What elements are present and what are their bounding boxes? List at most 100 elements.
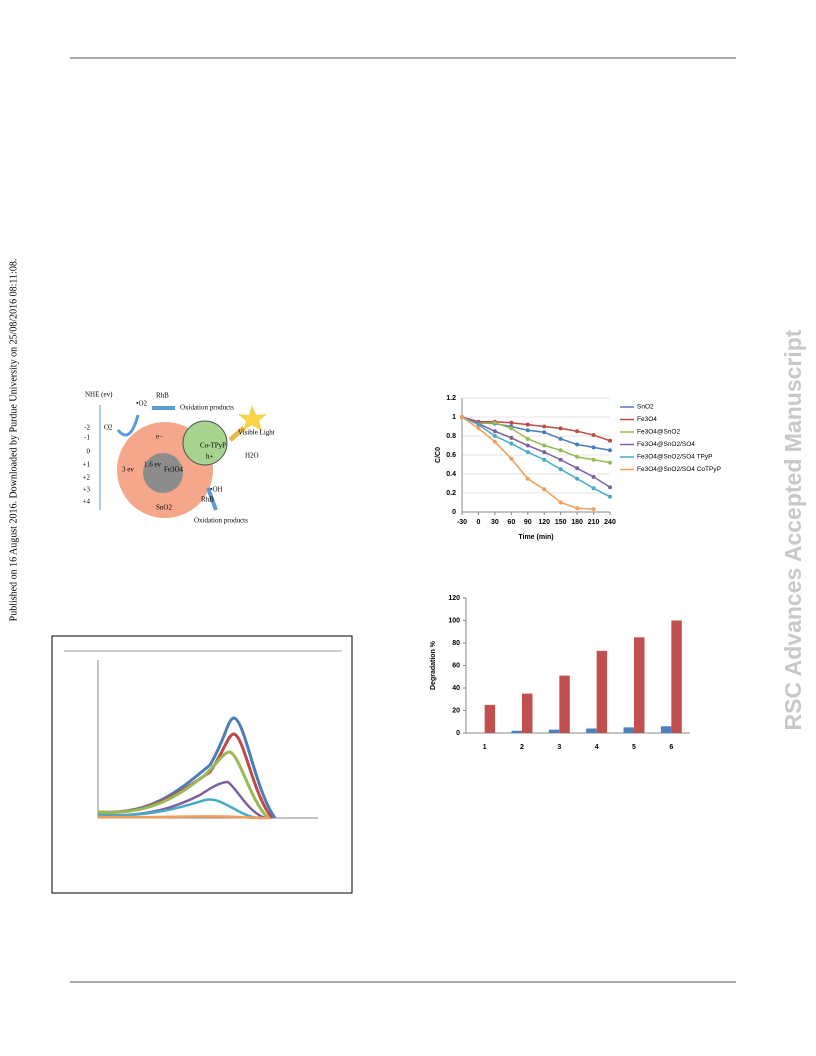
point bbox=[591, 445, 596, 450]
diagram-label: Oxidation products bbox=[194, 517, 248, 525]
watermark: RSC Advances Accepted Manuscript bbox=[780, 329, 806, 730]
diagram-label: H2O bbox=[245, 452, 259, 460]
point bbox=[509, 456, 514, 461]
spectrum bbox=[97, 815, 271, 820]
point bbox=[575, 454, 580, 459]
bar bbox=[511, 730, 522, 733]
x-tick-label: 180 bbox=[571, 519, 583, 526]
y-axis-label: Degradation % bbox=[430, 640, 437, 690]
spectrum bbox=[97, 750, 270, 820]
y-tick-label: 60 bbox=[452, 662, 460, 669]
point bbox=[575, 476, 580, 481]
bar bbox=[522, 693, 533, 733]
point bbox=[492, 439, 497, 444]
point bbox=[492, 429, 497, 434]
x-tick-label: 210 bbox=[588, 519, 600, 526]
diagram-label: Fe3O4 bbox=[164, 466, 184, 474]
x-tick-label: 60 bbox=[507, 519, 515, 526]
diagram-label: e− bbox=[156, 433, 163, 441]
bar bbox=[660, 726, 672, 733]
diagram-tick: +4 bbox=[83, 498, 91, 506]
diagram-label: 1.6 ev bbox=[144, 461, 162, 469]
x-tick-label: 3 bbox=[557, 744, 561, 751]
y-tick-label: 0 bbox=[456, 730, 460, 737]
spectrum bbox=[97, 798, 263, 820]
x-tick-label: 0 bbox=[476, 519, 480, 526]
x-tick-label: 4 bbox=[595, 744, 599, 751]
point bbox=[608, 485, 612, 490]
x-tick-label: 240 bbox=[604, 519, 616, 526]
diagram-tick: +1 bbox=[83, 461, 91, 469]
point bbox=[542, 457, 547, 462]
bar bbox=[559, 675, 570, 733]
diagram-label: 3 ev bbox=[122, 466, 134, 474]
point bbox=[558, 467, 563, 472]
diagram-tick: -2 bbox=[84, 424, 90, 432]
point bbox=[591, 474, 596, 479]
light-arrow bbox=[228, 426, 246, 442]
y-tick-label: 0.4 bbox=[446, 471, 456, 478]
y-tick-label: 20 bbox=[452, 707, 460, 714]
point bbox=[525, 443, 530, 448]
spectra-frame bbox=[51, 635, 353, 894]
x-tick-label: 2 bbox=[520, 744, 524, 751]
legend-label: Fe3O4 bbox=[637, 416, 657, 423]
point bbox=[558, 436, 563, 441]
y-tick-label: 40 bbox=[452, 685, 460, 692]
series-line bbox=[461, 416, 611, 498]
diagram-label: Co-TPyP bbox=[200, 442, 226, 450]
bar bbox=[596, 650, 608, 733]
point bbox=[575, 506, 580, 511]
x-tick-label: -30 bbox=[457, 519, 467, 526]
diagram-label: h+ bbox=[206, 453, 214, 461]
y-tick-label: 100 bbox=[448, 617, 460, 624]
point bbox=[542, 430, 547, 435]
point bbox=[542, 487, 547, 492]
diagram-tick: +2 bbox=[83, 474, 91, 482]
point bbox=[591, 457, 596, 462]
legend-label: SnO2 bbox=[637, 404, 654, 411]
y-tick-label: 1.2 bbox=[446, 395, 456, 402]
x-tick-label: 30 bbox=[491, 519, 499, 526]
x-tick-label: 1 bbox=[483, 744, 487, 751]
y-tick-label: 0.6 bbox=[446, 452, 456, 459]
arrow bbox=[116, 414, 140, 437]
charts: 00.20.40.60.811.2-30 0 30 60 90 120 150 180 210 2… bbox=[430, 395, 721, 751]
point bbox=[608, 438, 612, 443]
series-line bbox=[461, 416, 611, 488]
point bbox=[509, 435, 514, 440]
point bbox=[591, 433, 596, 438]
x-tick-label: 5 bbox=[632, 744, 636, 751]
series-line bbox=[461, 416, 611, 442]
point bbox=[525, 422, 530, 427]
fe3o4-circle bbox=[143, 453, 183, 493]
y-tick-label: 1 bbox=[452, 414, 456, 421]
diagram-label: Visible Light bbox=[238, 429, 275, 437]
diagram-label: •O2 bbox=[136, 400, 148, 408]
point bbox=[460, 415, 464, 419]
legend-label: Fe3O4@SnO2/SO4 bbox=[637, 441, 695, 448]
sun-icon bbox=[238, 405, 267, 431]
point bbox=[542, 424, 547, 429]
point bbox=[608, 460, 612, 465]
point bbox=[509, 426, 514, 431]
point bbox=[591, 507, 596, 512]
point bbox=[575, 442, 580, 447]
bar bbox=[548, 729, 560, 733]
point bbox=[575, 466, 580, 471]
point bbox=[525, 476, 530, 481]
bar bbox=[623, 727, 634, 733]
diagram: NHE (ev) -2 -1 0 +1 +2 +3 +4 O2 •O2 RhB … bbox=[83, 391, 275, 525]
legend-label: Fe3O4@SnO2/SO4 CoTPyP bbox=[637, 466, 721, 473]
point bbox=[476, 422, 481, 427]
series-line bbox=[461, 416, 611, 464]
bar bbox=[671, 620, 682, 733]
bar bbox=[586, 728, 597, 733]
cotpyp-circle bbox=[182, 420, 228, 466]
bar bbox=[484, 704, 496, 733]
x-tick-label: 6 bbox=[669, 744, 673, 751]
bar bbox=[634, 637, 645, 733]
y-tick-label: 120 bbox=[448, 595, 460, 602]
point bbox=[492, 420, 497, 425]
